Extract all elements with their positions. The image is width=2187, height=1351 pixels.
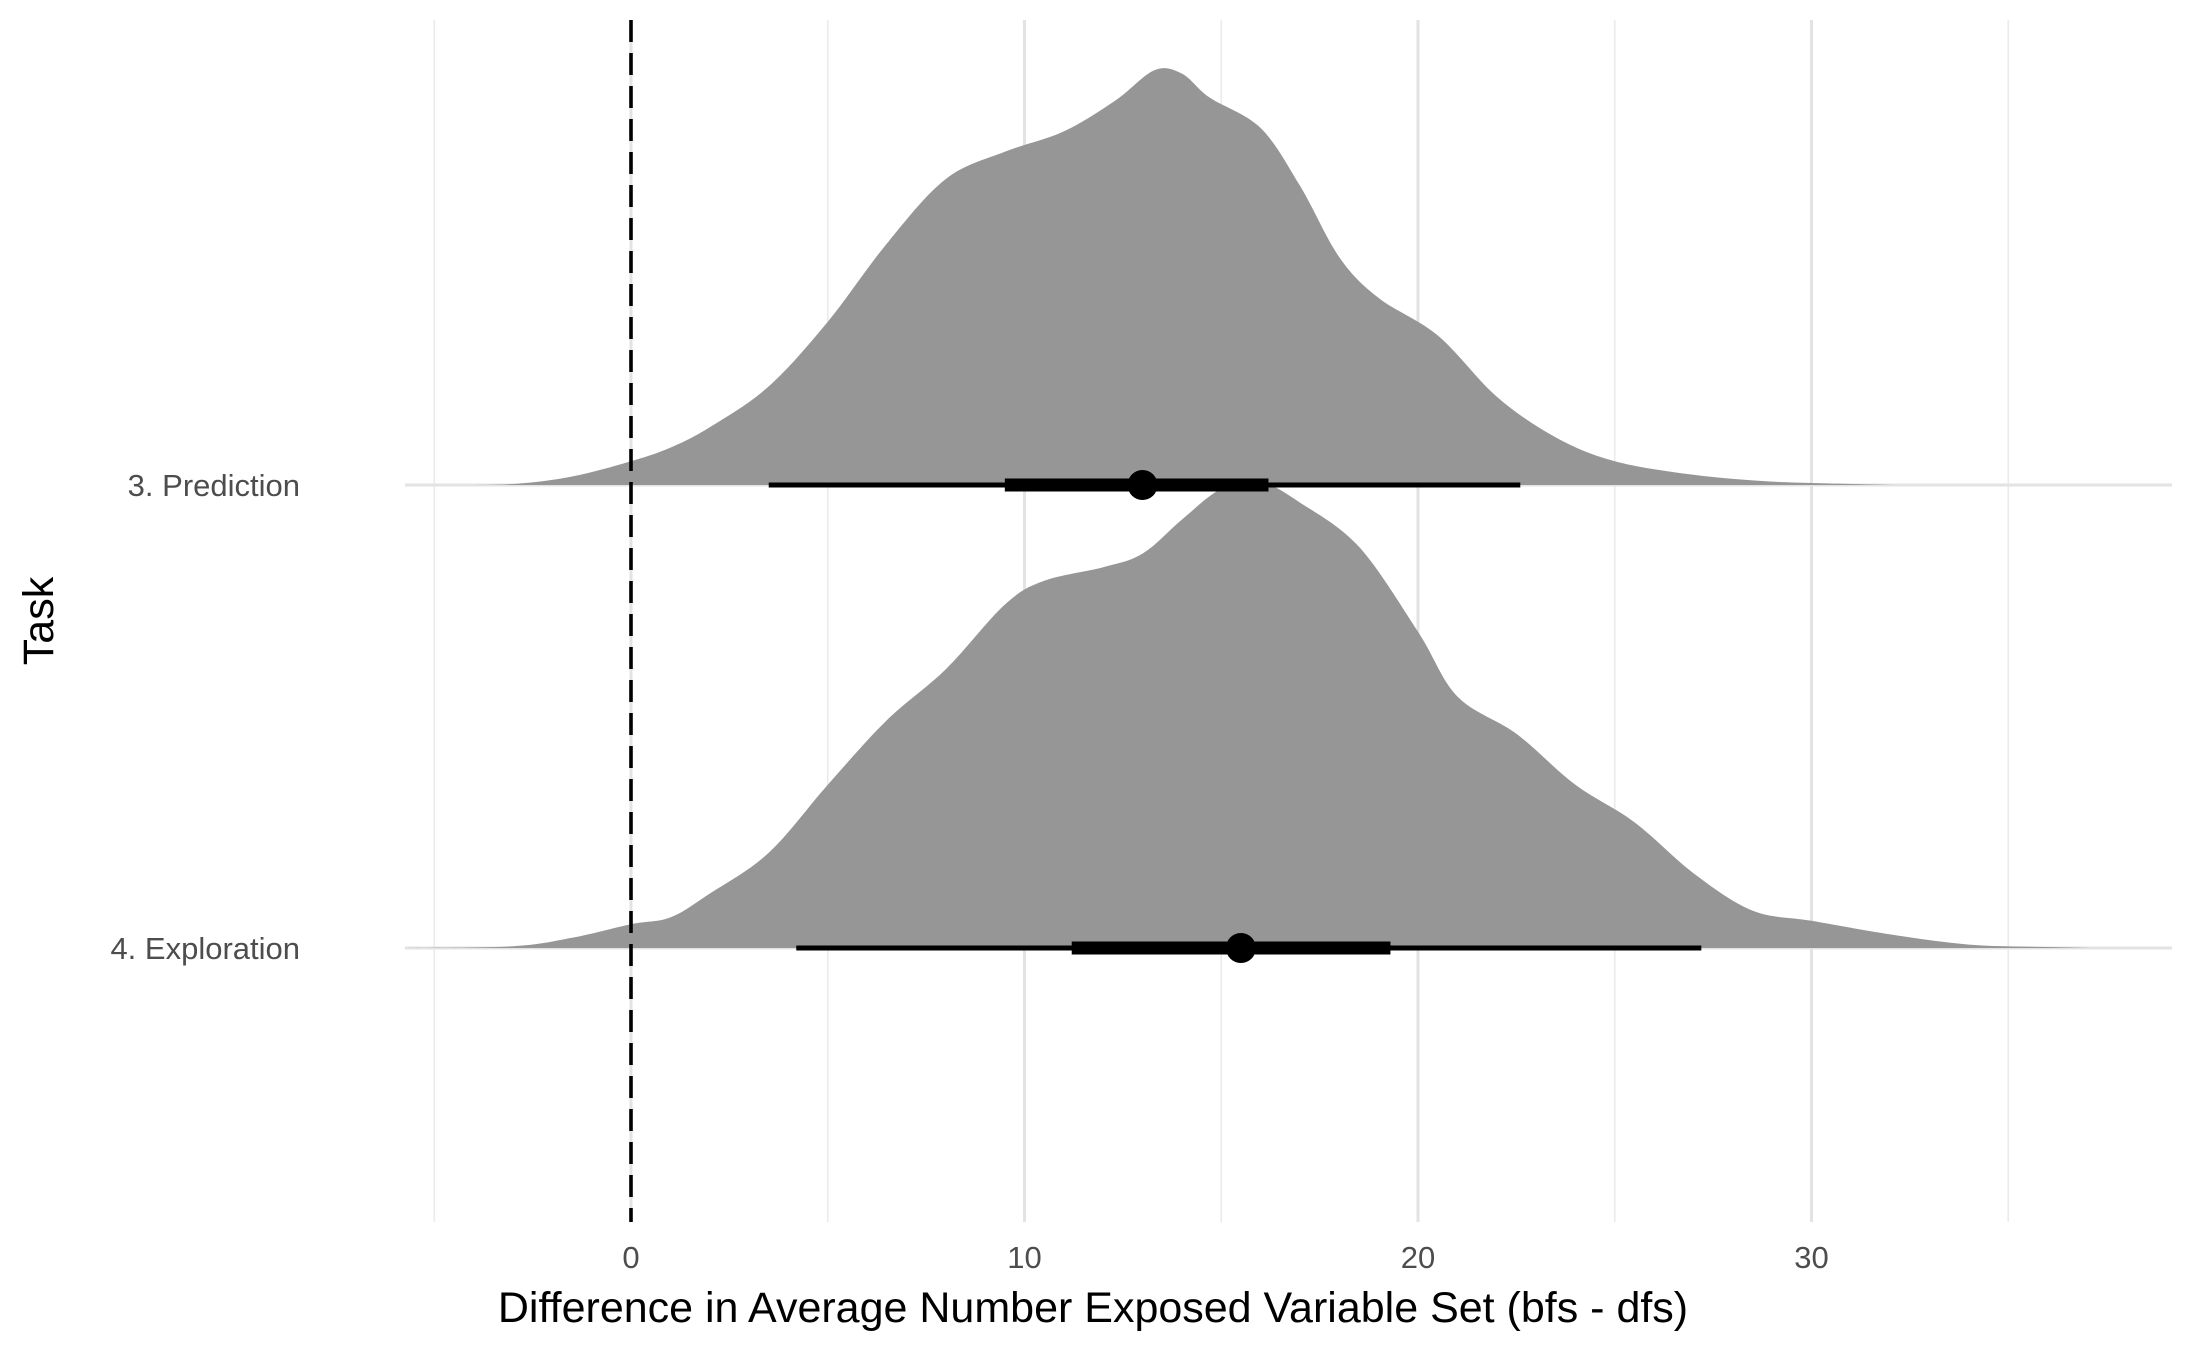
x-axis-title: Difference in Average Number Exposed Var…: [498, 1284, 1688, 1332]
interval-layer: [768, 470, 1702, 963]
y-tick-label: 4. Exploration: [110, 931, 300, 966]
x-tick-label: 30: [1794, 1240, 1828, 1275]
density-3-prediction: [442, 68, 1895, 486]
density-layer: [406, 68, 2091, 948]
point-estimate: [1127, 470, 1158, 500]
x-tick-label: 0: [622, 1240, 639, 1275]
point-estimate: [1225, 933, 1256, 963]
x-tick-label: 10: [1007, 1240, 1041, 1275]
x-tick-label: 20: [1401, 1240, 1435, 1275]
density-4-exploration: [406, 481, 2091, 948]
y-tick-label: 3. Prediction: [128, 468, 300, 503]
y-axis-title: Task: [15, 576, 63, 665]
tick-labels: 0 10 20 30 3. Prediction 4. Exploration: [110, 468, 1828, 1275]
